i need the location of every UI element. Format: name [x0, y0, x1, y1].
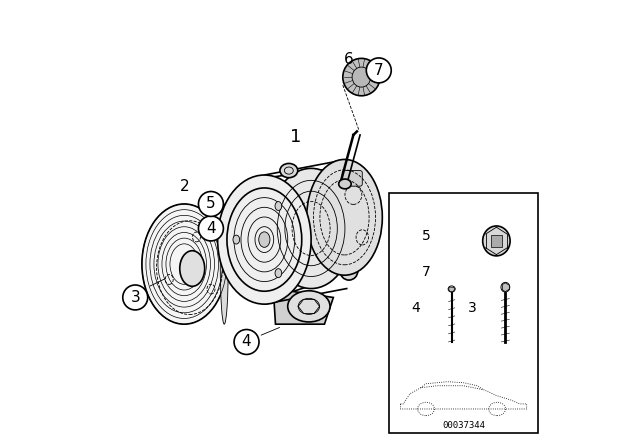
Ellipse shape: [233, 235, 239, 244]
Text: 3: 3: [131, 290, 140, 305]
Ellipse shape: [218, 175, 311, 304]
Text: 7: 7: [422, 265, 431, 279]
Ellipse shape: [339, 179, 351, 189]
Ellipse shape: [220, 204, 228, 324]
Circle shape: [123, 285, 148, 310]
Polygon shape: [491, 235, 502, 247]
Ellipse shape: [343, 58, 380, 96]
Ellipse shape: [307, 159, 382, 275]
Ellipse shape: [180, 251, 205, 286]
Ellipse shape: [288, 291, 330, 322]
Ellipse shape: [340, 261, 358, 280]
Text: 4: 4: [206, 221, 216, 236]
Ellipse shape: [275, 269, 282, 278]
Ellipse shape: [353, 226, 372, 249]
Ellipse shape: [448, 286, 455, 292]
Circle shape: [366, 58, 391, 83]
Text: 2: 2: [179, 179, 189, 194]
FancyBboxPatch shape: [342, 171, 362, 186]
Circle shape: [198, 191, 223, 216]
Text: 4: 4: [242, 335, 252, 349]
Text: 3: 3: [468, 301, 477, 315]
Text: 5: 5: [422, 229, 431, 243]
Ellipse shape: [142, 204, 227, 324]
Text: 7: 7: [374, 63, 383, 78]
Circle shape: [234, 330, 259, 354]
Ellipse shape: [259, 232, 270, 247]
Bar: [389, 193, 538, 433]
Ellipse shape: [269, 168, 353, 289]
Text: 1: 1: [290, 128, 301, 146]
Text: 00037344: 00037344: [442, 421, 485, 430]
Circle shape: [198, 216, 223, 241]
Text: 6: 6: [344, 52, 354, 67]
Text: 5: 5: [206, 197, 216, 211]
Ellipse shape: [341, 182, 365, 208]
Ellipse shape: [280, 164, 298, 178]
Text: 4: 4: [412, 301, 420, 315]
Ellipse shape: [275, 202, 282, 211]
Ellipse shape: [352, 67, 371, 87]
Ellipse shape: [483, 226, 510, 256]
Ellipse shape: [501, 282, 510, 292]
Polygon shape: [273, 289, 333, 324]
